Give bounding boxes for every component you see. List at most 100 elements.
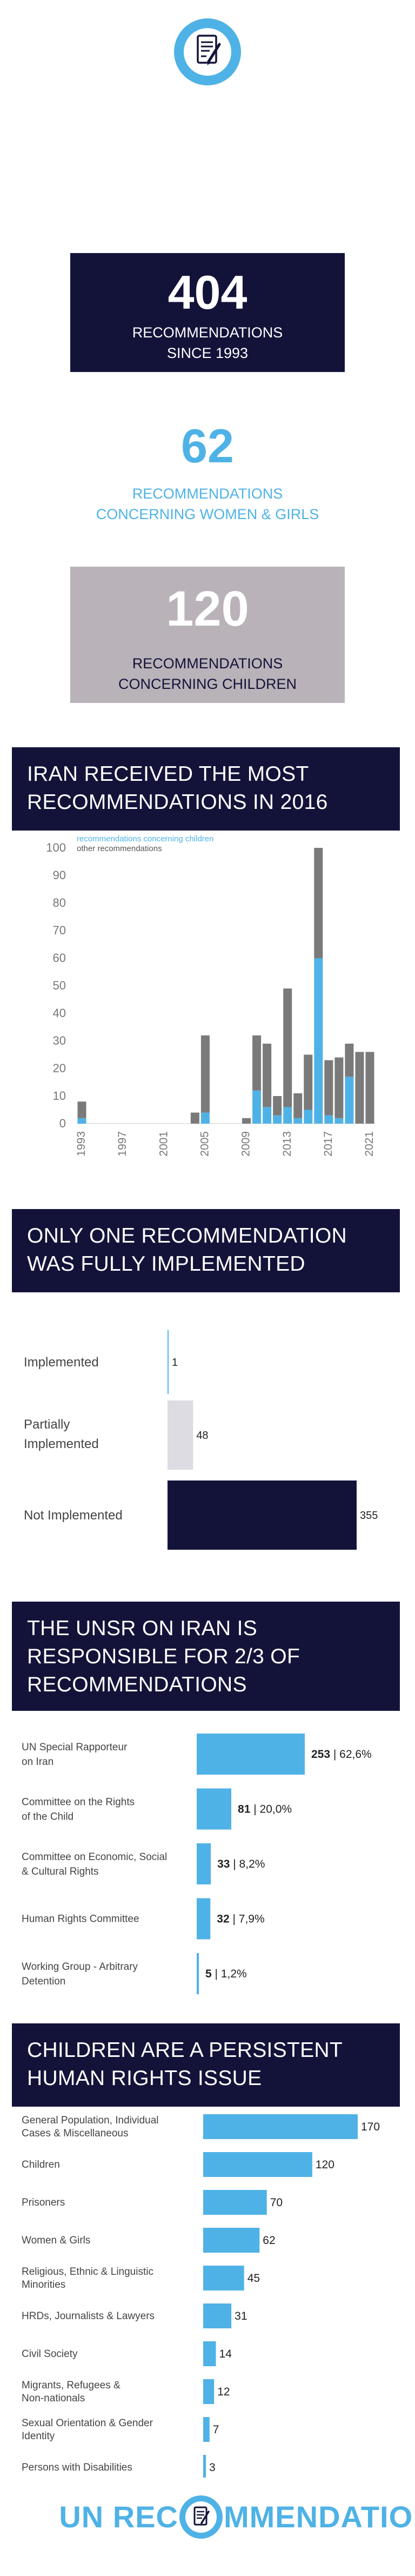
category-label: Detention (22, 1976, 65, 1987)
value-label: 62 (263, 2234, 275, 2247)
bar-source (197, 1843, 211, 1884)
bar-children-2005 (200, 1112, 210, 1124)
bar-children-2018 (334, 1118, 344, 1124)
value-label: 253 | 62,6% (311, 1748, 372, 1761)
stat-total-line1: RECOMMENDATIONS (132, 324, 283, 341)
category-label: Working Group - Arbitrary (22, 1961, 138, 1973)
section-title-line: WAS FULLY IMPLEMENTED (27, 1252, 305, 1276)
category-label: Identity (22, 2431, 55, 2442)
footer-logo: UN REC MMENDATIONS (0, 2487, 415, 2547)
x-tick-label: 2005 (198, 1131, 211, 1157)
section-header-issues: CHILDREN ARE A PERSISTENT HUMAN RIGHTS I… (12, 2023, 400, 2107)
y-tick-label: 10 (53, 1089, 66, 1103)
bar-children-2011 (263, 1107, 272, 1124)
category-label: Sexual Orientation & Gender (22, 2418, 153, 2429)
bar-other-2013 (283, 988, 292, 1107)
value-label: 45 (247, 2272, 260, 2285)
y-tick-label: 40 (53, 1006, 66, 1020)
value-label: 32 | 7,9% (217, 1913, 264, 1926)
value-label: 33 | 8,2% (217, 1858, 265, 1870)
section-title-line: THE UNSR ON IRAN IS (27, 1617, 258, 1640)
bar-other-2019 (345, 1044, 354, 1077)
issue-bar-chart: General Population, Individual Cases & Mi… (22, 2114, 380, 2478)
category-label: Implemented (24, 1437, 99, 1451)
x-tick-label: 2013 (281, 1131, 293, 1157)
value-label: 31 (235, 2310, 247, 2322)
footer-logo-left-text: UN REC (59, 2500, 178, 2534)
category-label: of the Child (22, 1811, 73, 1823)
section-title-line: RECOMMENDATIONS IN 2016 (27, 791, 328, 814)
yearly-stacked-bar-chart: recommendations concerning childrenother… (46, 834, 376, 1157)
bar-issue (203, 2114, 358, 2139)
category-label: Partially (24, 1417, 70, 1432)
category-label: Religious, Ethnic & Linguistic (22, 2266, 153, 2278)
category-label: Prisoners (22, 2197, 65, 2208)
x-tick-label: 2009 (240, 1131, 252, 1157)
bar-issue (203, 2455, 206, 2478)
bar-source (197, 1788, 232, 1830)
category-label: Committee on the Rights (22, 1797, 135, 1808)
stat-total-panel: 404 RECOMMENDATIONS SINCE 1993 (70, 253, 345, 372)
value-label: 355 (360, 1510, 378, 1522)
x-tick-label: 1997 (116, 1131, 129, 1157)
category-label: Persons with Disabilities (22, 2462, 132, 2473)
legend-children: recommendations concerning children (77, 834, 213, 844)
x-tick-label: 1993 (75, 1131, 88, 1157)
category-label: Children (22, 2159, 60, 2170)
value-label: 120 (316, 2159, 334, 2171)
bar-other-2020 (355, 1052, 364, 1124)
stat-total-number: 404 (168, 265, 247, 319)
document-pen-icon (179, 2495, 223, 2539)
value-label: 3 (209, 2461, 216, 2474)
bar-children-2012 (273, 1115, 282, 1124)
bar-other-2021 (365, 1052, 374, 1124)
section-header-yearly: IRAN RECEIVED THE MOST RECOMMENDATIONS I… (12, 747, 400, 831)
bar-other-2011 (263, 1044, 272, 1107)
bar-other-2014 (293, 1093, 303, 1118)
stat-total-line2: SINCE 1993 (166, 345, 249, 361)
legend-other: other recommendations (77, 844, 162, 853)
bar-children-2013 (283, 1107, 292, 1124)
bar-children-1993 (77, 1118, 86, 1124)
bar-issue (203, 2190, 267, 2215)
stat-women-number: 62 (181, 419, 234, 473)
bar-issue (203, 2341, 216, 2366)
section-title-line: IRAN RECEIVED THE MOST (27, 762, 309, 786)
category-label: & Cultural Rights (22, 1866, 99, 1877)
bar-children-2016 (314, 958, 323, 1124)
bar-issue (203, 2152, 312, 2177)
y-tick-label: 80 (53, 896, 66, 909)
y-tick-label: 100 (46, 841, 66, 854)
y-tick-label: 20 (53, 1061, 66, 1075)
y-tick-label: 0 (59, 1117, 66, 1130)
category-label: Not Implemented (24, 1508, 123, 1523)
category-label: on Iran (22, 1756, 53, 1768)
bar-other-2016 (314, 848, 323, 958)
bar-other-2012 (273, 1096, 282, 1116)
stat-women-panel: 62 RECOMMENDATIONS CONCERNING WOMEN & GI… (70, 411, 345, 530)
stat-children-line2: CONCERNING CHILDREN (118, 676, 297, 692)
value-label: 14 (219, 2348, 232, 2360)
category-label: General Population, Individual (22, 2115, 159, 2126)
bar-issue (203, 2379, 215, 2404)
value-label: 7 (213, 2424, 219, 2436)
y-tick-label: 90 (53, 868, 66, 882)
stat-children-line1: RECOMMENDATIONS (132, 655, 283, 672)
bar-not-implemented (168, 1480, 357, 1550)
x-tick-label: 2017 (322, 1131, 334, 1157)
bar-issue (203, 2266, 244, 2290)
x-tick-label: 2021 (363, 1131, 376, 1157)
stat-children-panel: 120 RECOMMENDATIONS CONCERNING CHILDREN (70, 567, 345, 703)
value-label: 48 (196, 1430, 208, 1442)
implementation-bar-chart: Implemented 1 Partially Implemented 48 Not Im… (24, 1330, 378, 1550)
category-label: Cases & Miscellaneous (22, 2128, 128, 2139)
bar-source (197, 1898, 211, 1940)
bar-source (197, 1953, 199, 1994)
bar-source (197, 1734, 305, 1775)
header-icon-badge (170, 14, 245, 90)
category-label: HRDs, Journalists & Lawyers (22, 2311, 155, 2322)
y-tick-label: 70 (53, 924, 66, 937)
category-label: Human Rights Committee (22, 1914, 139, 1925)
bar-children-2019 (345, 1077, 354, 1124)
section-title-line: HUMAN RIGHTS ISSUE (27, 2067, 262, 2090)
